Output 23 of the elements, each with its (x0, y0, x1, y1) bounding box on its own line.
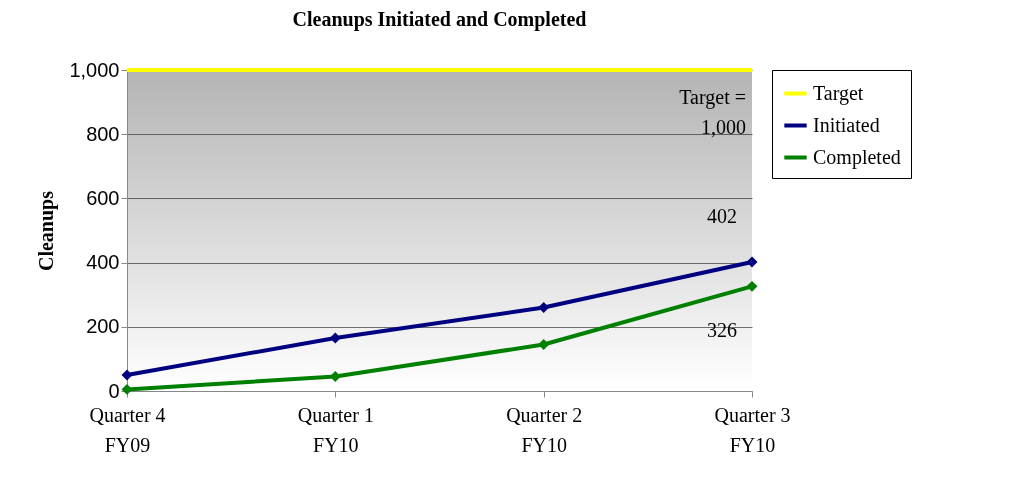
x-tick-label: Quarter 4 FY09 (89, 403, 166, 456)
y-tick-label: 200 (86, 315, 120, 338)
y-tick-label: 800 (86, 122, 120, 145)
y-tick-label: 0 (108, 379, 120, 402)
x-tick-label: Quarter 2 FY10 (506, 403, 583, 456)
x-tick-label: Quarter 1 FY10 (297, 403, 374, 456)
point (746, 256, 758, 268)
legend-label: Target (813, 81, 864, 105)
point (746, 280, 758, 292)
data-label: 326 (707, 319, 737, 342)
x-tick-label: Quarter 3 FY10 (714, 403, 791, 456)
chart-title: Cleanups Initiated and Completed (292, 8, 587, 31)
y-tick-label: 1,000 (69, 58, 120, 81)
data-label: 402 (707, 204, 737, 227)
annotation: Target = 1,000 (679, 86, 746, 138)
y-axis-title: Cleanups (35, 190, 59, 272)
legend-label: Completed (813, 145, 901, 169)
point (538, 338, 550, 350)
y-tick-label: 400 (86, 251, 120, 274)
y-tick-label: 600 (86, 186, 120, 209)
point (538, 302, 550, 314)
point (121, 369, 133, 381)
legend-label: Initiated (813, 113, 880, 136)
